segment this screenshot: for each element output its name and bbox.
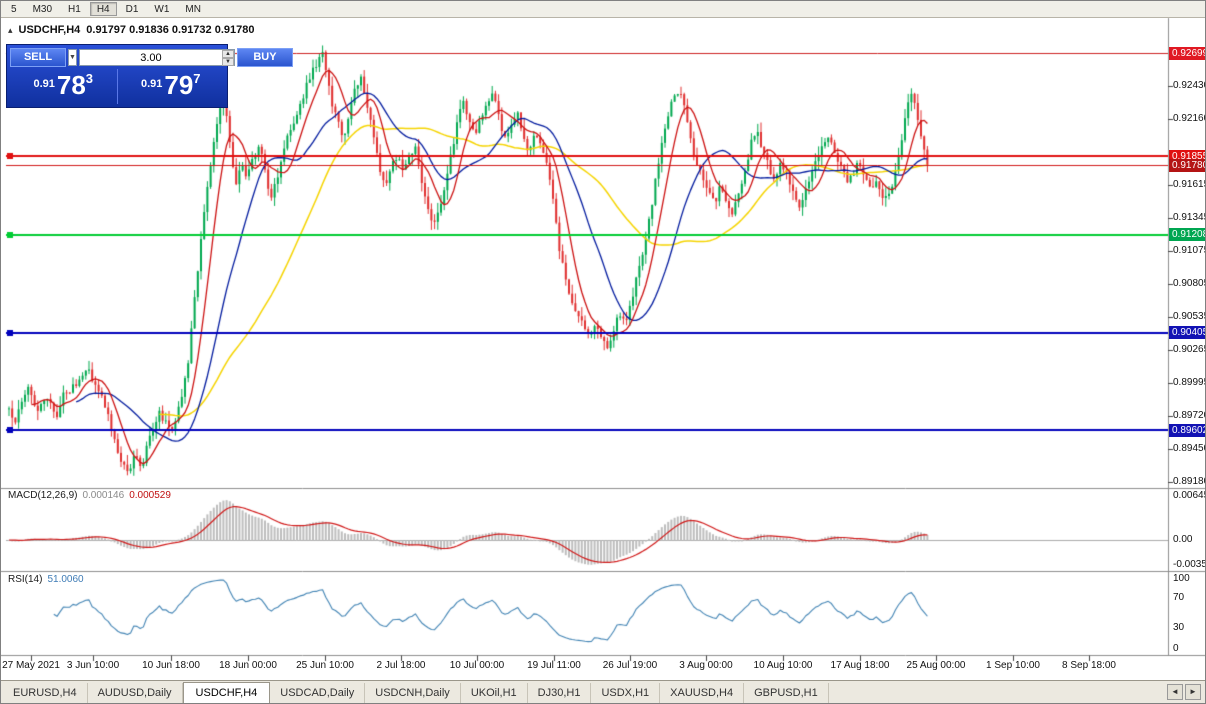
price-tag-0.92699: 0.92699 — [1169, 46, 1205, 60]
time-axis-label: 10 Aug 10:00 — [753, 660, 813, 671]
chart-tab-usdchf-h4[interactable]: USDCHF,H4 — [182, 682, 271, 703]
one-click-trading-panel: SELL ▼ ▲ ▼ BUY 0.91783 0.91797 — [6, 44, 293, 108]
time-axis-label: 25 Jun 10:00 — [296, 660, 354, 671]
volume-spinner: ▲ ▼ — [221, 50, 234, 66]
macd-signal-value: 0.000529 — [129, 490, 171, 501]
sell-price-prefix: 0.91 — [33, 78, 55, 90]
buy-price[interactable]: 0.91797 — [118, 69, 225, 104]
rsi-axis-label: 30 — [1173, 622, 1185, 634]
price-tag-0.91780: 0.91780 — [1169, 158, 1205, 172]
price-axis-tick: 0.92430 — [1173, 80, 1206, 91]
price-axis-tick: 0.92160 — [1173, 112, 1206, 124]
price-axis-tick: 0.90805 — [1173, 277, 1206, 289]
price-axis-tick: 0.90265 — [1173, 343, 1206, 355]
chart-title: ▴ USDCHF,H4 0.91797 0.91836 0.91732 0.91… — [8, 24, 254, 36]
buy-price-big: 79 — [164, 70, 194, 100]
rsi-axis-label: 0 — [1173, 643, 1179, 654]
chart-tab-xauusd-h4[interactable]: XAUUSD,H4 — [660, 683, 745, 703]
timeframe-button-h1[interactable]: H1 — [68, 4, 81, 15]
volume-down-icon[interactable]: ▼ — [221, 58, 234, 66]
chart-tab-bar: EURUSD,H4 AUDUSD,Daily USDCHF,H4 USDCAD,Dai… — [1, 680, 1205, 703]
macd-axis-label: 0.00 — [1173, 534, 1193, 545]
chart-tab-usdx-h1[interactable]: USDX,H1 — [591, 683, 661, 703]
timeframe-button-m30[interactable]: M30 — [32, 4, 53, 15]
collapse-chart-icon[interactable]: ▴ — [8, 24, 13, 35]
buy-price-prefix: 0.91 — [140, 78, 163, 90]
price-axis-tick: 0.89720 — [1173, 410, 1206, 422]
tab-scroll-left-icon[interactable]: ◄ — [1167, 684, 1183, 700]
time-axis-label: 27 May 2021 — [2, 660, 60, 671]
chart-tab-dj30-h1[interactable]: DJ30,H1 — [528, 683, 592, 703]
volume-dropdown-icon[interactable]: ▼ — [68, 49, 77, 66]
timeframe-button-mn[interactable]: MN — [185, 4, 201, 15]
price-axis-tick: 0.89180 — [1173, 475, 1206, 487]
time-axis-label: 3 Aug 00:00 — [679, 660, 733, 671]
time-axis-label: 17 Aug 18:00 — [830, 660, 890, 671]
price-axis-tick: 0.89995 — [1173, 376, 1206, 388]
trade-panel-prices: 0.91783 0.91797 — [10, 69, 224, 104]
time-axis-label: 8 Sep 18:00 — [1062, 660, 1116, 671]
price-axis-tick: 0.91075 — [1173, 245, 1206, 257]
buy-price-pip: 7 — [193, 71, 201, 86]
price-axis-tick: 0.91345 — [1173, 212, 1206, 224]
time-axis-label: 10 Jul 00:00 — [449, 660, 505, 671]
price-axis-tick: 0.89450 — [1173, 443, 1206, 454]
time-axis-label: 10 Jun 18:00 — [142, 660, 200, 671]
tab-scroll-controls: ◄ ► — [1167, 684, 1201, 700]
price-axis-tick: 0.90535 — [1173, 310, 1206, 322]
macd-axis-label: -0.00350 — [1173, 559, 1205, 570]
price-divider — [116, 69, 118, 104]
time-axis-label: 26 Jul 19:00 — [602, 660, 658, 671]
trade-panel-controls: SELL ▼ ▲ ▼ BUY — [10, 48, 293, 67]
sell-button[interactable]: SELL — [10, 48, 66, 67]
rsi-name: RSI(14) — [8, 574, 43, 585]
price-axis-tick: 0.91615 — [1173, 179, 1206, 191]
volume-field-wrap: ▲ ▼ — [78, 49, 235, 66]
time-axis-label: 2 Jul 18:00 — [376, 660, 426, 671]
sell-price[interactable]: 0.91783 — [10, 69, 117, 104]
chart-tab-usdcnh-daily[interactable]: USDCNH,Daily — [365, 683, 461, 703]
timeframe-button-5[interactable]: 5 — [11, 4, 17, 15]
price-tag-0.90405: 0.90405 — [1169, 326, 1205, 340]
chart-tab-audusd-daily[interactable]: AUDUSD,Daily — [88, 683, 183, 703]
rsi-value: 51.0060 — [47, 574, 84, 585]
chart-ohlc-values: 0.91797 0.91836 0.91732 0.91780 — [86, 24, 255, 36]
buy-button[interactable]: BUY — [236, 48, 293, 67]
chart-tab-ukoil-h1[interactable]: UKOil,H1 — [461, 683, 528, 703]
time-axis-label: 25 Aug 00:00 — [906, 660, 966, 671]
time-axis-label: 1 Sep 10:00 — [986, 660, 1040, 671]
chart-tab-usdcad-daily[interactable]: USDCAD,Daily — [270, 683, 366, 703]
time-axis-label: 18 Jun 00:00 — [219, 660, 277, 671]
macd-axis-label: 0.00645 — [1173, 490, 1206, 501]
volume-input[interactable] — [79, 50, 222, 65]
price-tag-0.91208: 0.91208 — [1169, 228, 1205, 242]
volume-up-icon[interactable]: ▲ — [221, 50, 234, 58]
macd-main-value: 0.000146 — [82, 490, 125, 501]
timeframe-button-d1[interactable]: D1 — [125, 4, 139, 15]
time-axis-label: 3 Jun 10:00 — [66, 660, 120, 671]
rsi-axis-label: 70 — [1173, 591, 1185, 603]
chart-tab-gbpusd-h1[interactable]: GBPUSD,H1 — [744, 683, 829, 703]
macd-name: MACD(12,26,9) — [8, 490, 78, 501]
timeframe-toolbar: 5 M30 H1 H4 D1 W1 MN — [1, 1, 1205, 18]
sell-price-pip: 3 — [85, 71, 94, 86]
chart-tab-eurusd-h4[interactable]: EURUSD,H4 — [3, 683, 88, 703]
timeframe-button-h4[interactable]: H4 — [89, 2, 117, 16]
rsi-axis-label: 100 — [1173, 573, 1190, 584]
tab-scroll-right-icon[interactable]: ► — [1185, 684, 1201, 700]
macd-indicator-label: MACD(12,26,9) 0.000146 0.000529 — [8, 490, 171, 501]
rsi-indicator-label: RSI(14) 51.0060 — [8, 574, 84, 585]
timeframe-button-w1[interactable]: W1 — [154, 4, 170, 15]
price-tag-0.89602: 0.89602 — [1169, 423, 1205, 437]
chart-symbol-label: USDCHF,H4 — [18, 24, 81, 36]
time-axis-label: 19 Jul 11:00 — [527, 660, 581, 671]
sell-price-big: 78 — [56, 70, 86, 100]
